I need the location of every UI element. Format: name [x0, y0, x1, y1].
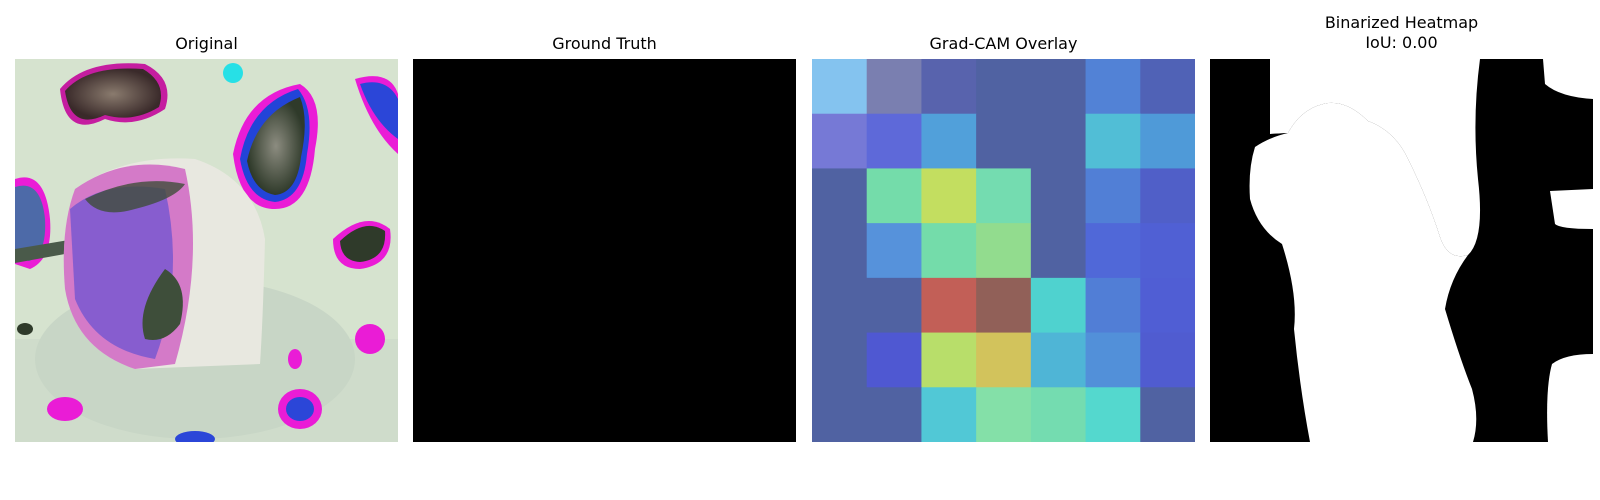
gradcam-panel: Grad-CAM Overlay [812, 0, 1195, 500]
gradcam-cell [976, 59, 1032, 115]
gradcam-cell [1030, 387, 1087, 442]
binarized-panel: Binarized Heatmap IoU: 0.00 [1210, 0, 1593, 500]
gradcam-cell [1140, 387, 1195, 442]
gradcam-cell [812, 59, 868, 115]
gradcam-cell [1030, 277, 1087, 334]
binarized-heatmap-image [1210, 59, 1593, 442]
gradcam-overlay-image [812, 59, 1195, 442]
gradcam-cell [866, 277, 922, 334]
gradcam-cell [1085, 223, 1141, 279]
binarized-title: Binarized Heatmap IoU: 0.00 [1210, 13, 1593, 53]
gradcam-cell [1085, 387, 1141, 442]
gradcam-cell [1030, 59, 1087, 115]
gradcam-cell [1140, 113, 1195, 169]
gradcam-cell [921, 387, 977, 442]
gradcam-title: Grad-CAM Overlay [929, 34, 1078, 53]
iou-label: IoU: 0.00 [1365, 33, 1438, 52]
gradcam-cell [866, 168, 922, 224]
gradcam-cell [976, 332, 1032, 388]
gradcam-cell [1030, 113, 1087, 169]
gradcam-cell [1085, 168, 1141, 224]
gradcam-cell [1030, 168, 1087, 224]
gradcam-cell [812, 113, 868, 169]
gradcam-cell [976, 223, 1032, 279]
gradcam-cell [812, 168, 868, 224]
gradcam-cell [1030, 332, 1087, 388]
gradcam-cell [1140, 59, 1195, 115]
gradcam-cell [976, 168, 1032, 224]
gradcam-cell [1030, 223, 1087, 279]
ground-truth-panel: Ground Truth [413, 0, 796, 500]
gradcam-cell [1140, 223, 1195, 279]
gradcam-cell [812, 387, 868, 442]
gradcam-cell [921, 277, 977, 334]
ground-truth-mask [413, 59, 796, 442]
gradcam-cell [921, 59, 977, 115]
gradcam-cell [976, 277, 1032, 334]
gradcam-cell [1140, 277, 1195, 334]
gradcam-cell [866, 387, 922, 442]
binarized-title-line: Binarized Heatmap [1324, 13, 1479, 32]
gradcam-cell [866, 113, 922, 169]
gradcam-cell [1085, 277, 1141, 334]
gradcam-cell [812, 223, 868, 279]
gradcam-cell [921, 168, 977, 224]
gradcam-cell [921, 223, 977, 279]
gradcam-cell [866, 332, 922, 388]
gradcam-cell [1085, 113, 1141, 169]
gradcam-cell [1140, 168, 1195, 224]
original-title: Original [175, 34, 238, 53]
gradcam-cell [1085, 332, 1141, 388]
gradcam-cell [976, 387, 1032, 442]
gradcam-cell [921, 113, 977, 169]
gradcam-cell [866, 223, 922, 279]
original-image [15, 59, 398, 442]
original-panel: Original [15, 0, 398, 500]
gradcam-cell [976, 113, 1032, 169]
gradcam-cell [1140, 332, 1195, 388]
gradcam-cell [812, 277, 868, 334]
gradcam-cell [921, 332, 977, 388]
gradcam-cell [812, 332, 868, 388]
gradcam-cell [1085, 59, 1141, 115]
ground-truth-title: Ground Truth [552, 34, 657, 53]
gradcam-cell [866, 59, 922, 115]
